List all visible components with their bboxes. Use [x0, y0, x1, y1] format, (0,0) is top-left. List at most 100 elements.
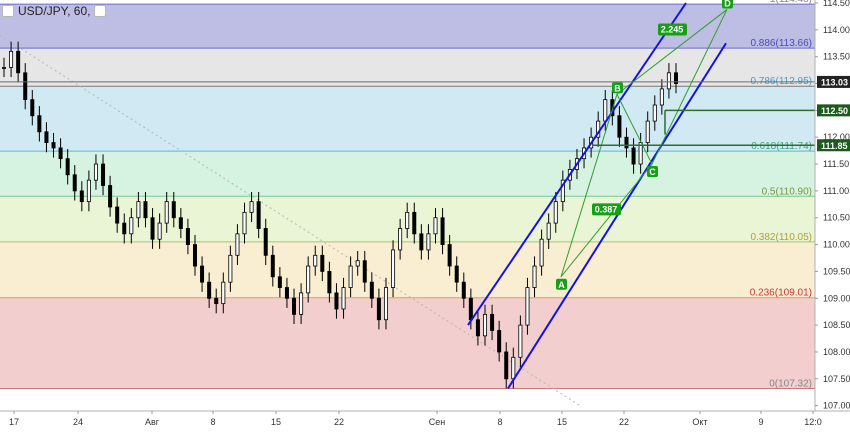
candle-body — [362, 260, 367, 283]
candle-body — [475, 319, 480, 337]
candle-body — [115, 206, 120, 224]
candle-body — [16, 50, 21, 74]
price-tick-label: 110.50 — [823, 213, 850, 223]
time-tick-label: 12:0 — [804, 417, 822, 427]
candle-body — [327, 271, 332, 294]
symbol-title: USD/JPY, 60, — [18, 4, 91, 18]
fib-level-label: 0.886(113.66) — [750, 38, 812, 49]
ratio-label: 0.387 — [595, 204, 618, 214]
candle-body — [207, 281, 212, 299]
candle-body — [263, 228, 268, 256]
fib-level-label: 0.236(109.01) — [750, 288, 812, 299]
time-axis-bg — [0, 411, 850, 429]
candle-body — [391, 249, 396, 288]
candle-body — [532, 265, 537, 288]
candle-body — [101, 163, 106, 186]
settings-icon[interactable] — [94, 5, 107, 17]
candle-body — [235, 233, 240, 256]
candle-body — [228, 254, 233, 283]
fib-level-label: 1(114.48) — [770, 0, 812, 5]
price-tick-label: 108.00 — [823, 347, 850, 357]
price-tick-label: 114.50 — [823, 0, 850, 8]
price-tag-label: 111.85 — [821, 141, 848, 151]
chart-header: USD/JPY, 60, — [0, 0, 107, 22]
time-tick-label: 15 — [271, 417, 281, 427]
fib-zone — [0, 48, 815, 87]
price-tick-label: 107.00 — [823, 401, 850, 411]
fib-zone — [0, 297, 815, 389]
fib-level-label: 0.618(111.74) — [751, 141, 812, 152]
candle-body — [65, 158, 70, 176]
time-tick-label: 8 — [497, 417, 502, 427]
pattern-point-label: A — [558, 280, 565, 290]
pattern-point-marker — [612, 82, 623, 94]
candle-body — [299, 292, 304, 315]
candle-body — [306, 265, 311, 294]
candle-body — [659, 88, 664, 106]
candle-body — [72, 174, 77, 192]
candle-body — [525, 287, 530, 326]
price-tick-label: 111.00 — [823, 186, 849, 196]
candle-body — [419, 233, 424, 251]
candle-body — [58, 147, 63, 160]
candle-body — [405, 211, 410, 229]
time-tick-label: 9 — [758, 417, 763, 427]
price-tick-label: 111.50 — [823, 159, 849, 169]
candle-body — [426, 233, 431, 251]
price-tag-box — [817, 104, 850, 117]
candle-body — [461, 281, 466, 299]
candle-body — [313, 254, 318, 267]
candle-body — [560, 179, 565, 203]
pattern-ac-diagonal — [560, 163, 653, 278]
pattern-point-marker — [647, 166, 658, 178]
candle-body — [86, 179, 91, 203]
candle-body — [157, 222, 162, 240]
candle-body — [178, 217, 183, 229]
candle-body — [468, 297, 473, 321]
price-tick-label: 110.00 — [823, 240, 850, 250]
price-tick-label: 109.50 — [823, 266, 850, 276]
candle-body — [171, 201, 176, 219]
candle-body — [320, 254, 325, 272]
candle-body — [412, 211, 417, 235]
candle-body — [638, 142, 643, 165]
candle-body — [624, 136, 629, 149]
candle-body — [398, 228, 403, 251]
price-tick-label: 113.50 — [823, 52, 850, 62]
candle-body — [666, 72, 671, 90]
price-tag-label: 112.50 — [821, 106, 848, 116]
fib-level-label: 0(107.32) — [769, 378, 812, 389]
candle-body — [242, 211, 247, 235]
candle-body — [292, 297, 297, 315]
pattern-point-label: B — [614, 83, 621, 93]
ratio-label-box — [658, 23, 687, 36]
ratio-label: 2.245 — [661, 25, 684, 35]
fib-zone — [0, 4, 815, 49]
candle-body — [483, 313, 488, 337]
candle-body — [447, 244, 452, 267]
candle-body — [440, 217, 445, 245]
pattern-bd-diagonal — [616, 9, 728, 95]
candle-body — [383, 287, 388, 321]
candle-body — [122, 222, 127, 235]
candle-body — [284, 287, 289, 299]
price-tag-box — [817, 75, 850, 88]
candle-body — [93, 163, 98, 181]
candle-body — [221, 281, 226, 305]
candle-body — [150, 217, 155, 240]
candle-body — [553, 201, 558, 224]
candle-body — [9, 50, 14, 68]
collapse-icon[interactable] — [2, 5, 14, 17]
price-tick-label: 108.50 — [823, 320, 850, 330]
candle-body — [200, 265, 205, 283]
candle-body — [674, 72, 679, 84]
ratio-label-box — [592, 203, 621, 216]
price-tick-label: 109.00 — [823, 293, 850, 303]
candle-body — [143, 201, 148, 219]
candle-body — [37, 115, 42, 133]
time-tick-label: Авг — [145, 417, 160, 427]
time-tick-label: 8 — [210, 417, 215, 427]
time-tick-label: 22 — [619, 417, 629, 427]
